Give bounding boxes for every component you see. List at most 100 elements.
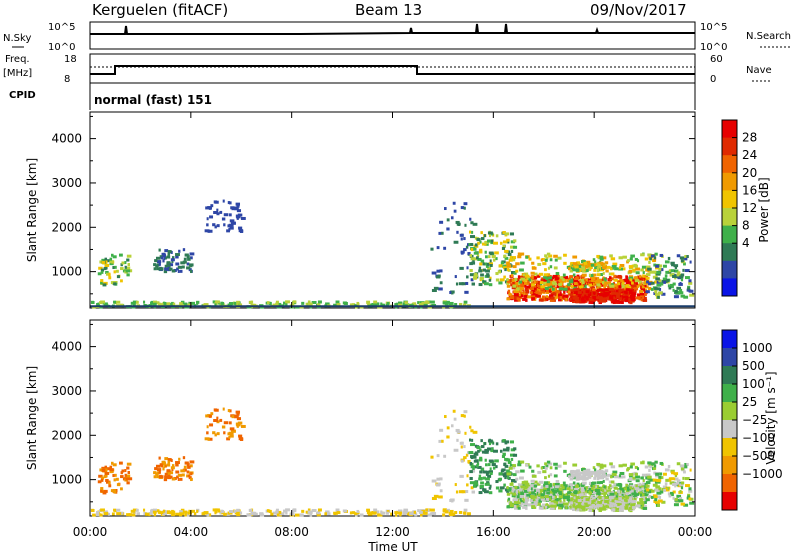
power-cell [677, 271, 681, 275]
velocity-cell [621, 492, 625, 496]
velocity-cell [650, 462, 655, 466]
power-cell [418, 302, 423, 306]
power-cell [550, 292, 553, 296]
power-cell [473, 274, 478, 278]
velocity-cell [162, 462, 166, 466]
velocity-cell [542, 489, 547, 493]
power-cell [581, 281, 585, 285]
power-cell [316, 303, 321, 307]
velocity-cell [158, 511, 164, 515]
velocity-cell [440, 439, 444, 443]
power-cell [581, 273, 587, 277]
power-cell [196, 301, 199, 305]
power-cell [642, 274, 645, 278]
velocity-cell [648, 468, 651, 472]
velocity-cell [592, 499, 596, 503]
velocity-cell [517, 460, 521, 464]
power-cell [397, 303, 403, 307]
velocity-cell [511, 479, 516, 483]
velocity-cell [487, 439, 493, 443]
velocity-cell [544, 462, 548, 466]
power-cell [625, 276, 629, 280]
velocity-cell [625, 492, 630, 496]
power-cell [163, 270, 168, 274]
velocity-cell [544, 476, 547, 480]
velocity-cell [227, 511, 233, 515]
velocity-cell [606, 489, 611, 493]
velocity-cell [103, 475, 107, 479]
power-cell [666, 279, 670, 283]
power-cell [624, 279, 627, 283]
power-cell [549, 282, 555, 286]
velocity-cell [469, 476, 473, 480]
power-cell [488, 251, 494, 255]
velocity-cell [492, 466, 496, 470]
power-cell [576, 294, 582, 298]
velocity-cell [520, 485, 526, 489]
velocity-cell [642, 506, 648, 510]
power-cell [431, 271, 437, 275]
power-cell [669, 285, 674, 289]
power-cell [208, 229, 213, 233]
power-cell [583, 279, 587, 283]
power-cell [577, 276, 581, 280]
velocity-cell [646, 488, 650, 492]
velocity-cell [642, 492, 647, 496]
power-cell [113, 270, 116, 274]
velocity-cell [559, 499, 562, 503]
power-cell [90, 300, 94, 304]
power-cell [469, 268, 473, 272]
velocity-cell [500, 469, 504, 473]
power-cell [640, 268, 644, 272]
velocity-cell [598, 507, 603, 511]
power-cell [586, 260, 591, 264]
velocity-cell [543, 487, 549, 491]
velocity-cell [495, 442, 499, 446]
power-cell [632, 279, 636, 283]
power-cell [180, 261, 185, 265]
power-cell [181, 265, 185, 269]
power-cell [545, 297, 548, 301]
velocity-cell [664, 482, 668, 486]
power-cell [127, 262, 130, 266]
velocity-cell [488, 470, 493, 474]
velocity-cell [620, 487, 624, 491]
velocity-cell [572, 504, 578, 508]
velocity-cell [495, 480, 499, 484]
power-cell [611, 291, 615, 295]
power-cell [658, 279, 662, 283]
velocity-cell [512, 489, 517, 493]
velocity-cell [642, 482, 645, 486]
velocity-cell [595, 493, 599, 497]
velocity-cell [92, 513, 96, 517]
velocity-cell [540, 490, 543, 494]
velocity-cell [119, 461, 123, 465]
power-cell [162, 259, 165, 263]
velocity-cell [489, 484, 492, 488]
velocity-cell [503, 474, 508, 478]
velocity-cell [517, 506, 521, 510]
power-cell [443, 246, 447, 250]
power-cell [512, 245, 518, 249]
velocity-cell [576, 482, 580, 486]
velocity-cell [600, 501, 606, 505]
velocity-cell [491, 463, 496, 467]
velocity-cell [196, 509, 199, 513]
power-cell [477, 257, 482, 261]
velocity-cell [617, 490, 621, 494]
power-cell [680, 294, 685, 298]
power-cell [489, 259, 492, 263]
power-cell [569, 293, 574, 297]
velocity-cell [167, 460, 171, 464]
power-cell [598, 299, 603, 303]
velocity-cell [169, 511, 175, 515]
velocity-cell [575, 508, 580, 512]
velocity-cell [533, 480, 538, 484]
power-cell [520, 277, 526, 281]
power-cell [507, 240, 510, 244]
velocity-cell [121, 469, 125, 473]
velocity-cell [212, 508, 218, 512]
power-cell [483, 234, 487, 238]
velocity-cell [688, 497, 692, 501]
velocity-cell [101, 466, 107, 470]
